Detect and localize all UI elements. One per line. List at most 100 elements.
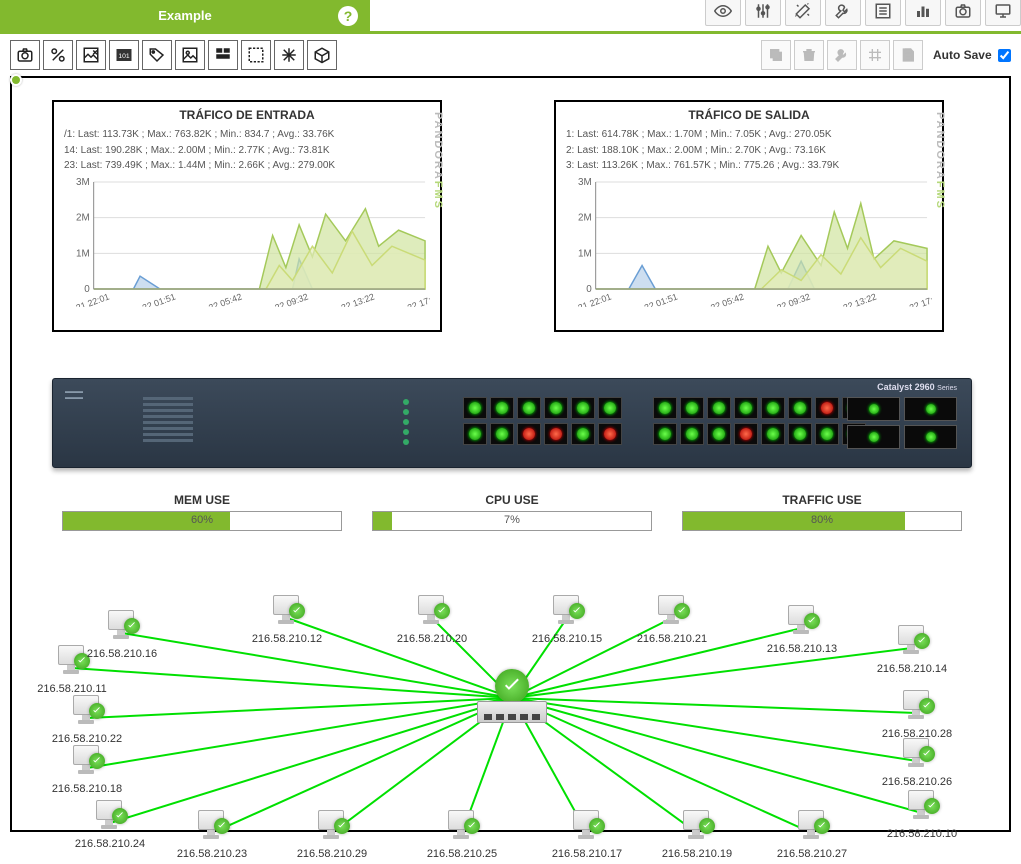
switch-port[interactable] — [490, 423, 514, 445]
topology-node[interactable]: 216.58.210.25 — [412, 810, 512, 860]
led-green-icon — [767, 428, 779, 440]
switch-port[interactable] — [653, 423, 677, 445]
svg-text:0: 0 — [586, 283, 592, 294]
picture-tool[interactable] — [175, 40, 205, 70]
led-red-icon — [523, 428, 535, 440]
visual-console-canvas[interactable]: TRÁFICO DE ENTRADA /1: Last: 113.73K ; M… — [10, 76, 1011, 832]
tag-tool[interactable] — [142, 40, 172, 70]
gauge-traffic-use[interactable]: TRAFFIC USE 80% — [682, 493, 962, 531]
topology-node[interactable]: 216.58.210.15 — [517, 595, 617, 645]
topology-node[interactable]: 216.58.210.27 — [762, 810, 862, 860]
uplink-port[interactable] — [847, 425, 900, 449]
help-icon[interactable]: ? — [338, 6, 358, 26]
switch-port[interactable] — [761, 423, 785, 445]
switch-device[interactable]: Catalyst 2960 Series ▬▬▬▬▬▬ — [52, 378, 972, 468]
percent-tool[interactable] — [43, 40, 73, 70]
select-all-tool[interactable] — [241, 40, 271, 70]
topology-node[interactable]: 216.58.210.24 — [60, 800, 160, 850]
topology-node[interactable]: 216.58.210.16 — [72, 610, 172, 660]
topology-node[interactable]: 216.58.210.10 — [872, 790, 972, 840]
switch-port[interactable] — [788, 397, 812, 419]
uplink-port[interactable] — [904, 425, 957, 449]
camera-button[interactable] — [945, 0, 981, 26]
switch-port[interactable] — [788, 423, 812, 445]
check-icon — [914, 633, 930, 649]
led-red-icon — [740, 428, 752, 440]
switch-port[interactable] — [680, 397, 704, 419]
sliders-button[interactable] — [745, 0, 781, 26]
chart-traffic-in[interactable]: TRÁFICO DE ENTRADA /1: Last: 113.73K ; M… — [52, 100, 442, 332]
gauge-mem-use[interactable]: MEM USE 60% — [62, 493, 342, 531]
led-green-icon — [550, 402, 562, 414]
box-tool[interactable] — [307, 40, 337, 70]
wrench-button[interactable] — [825, 0, 861, 26]
camera-tool[interactable] — [10, 40, 40, 70]
switch-port[interactable] — [761, 397, 785, 419]
topology-node[interactable]: 216.58.210.12 — [237, 595, 337, 645]
switch-port[interactable] — [517, 423, 541, 445]
switch-port[interactable] — [734, 397, 758, 419]
switch-port[interactable] — [544, 397, 568, 419]
topology-node[interactable]: 216.58.210.18 — [37, 745, 137, 795]
switch-port[interactable] — [680, 423, 704, 445]
switch-port[interactable] — [598, 397, 622, 419]
switch-port[interactable] — [571, 423, 595, 445]
switch-port[interactable] — [598, 423, 622, 445]
topology-node[interactable]: 216.58.210.22 — [37, 695, 137, 745]
topology-node[interactable]: 216.58.210.21 — [622, 595, 722, 645]
switch-port[interactable] — [517, 397, 541, 419]
topology-node[interactable]: 216.58.210.26 — [867, 738, 967, 788]
check-icon — [434, 603, 450, 619]
origin-handle[interactable] — [10, 74, 22, 86]
status-leds — [403, 399, 409, 445]
auto-save-checkbox[interactable] — [998, 49, 1011, 62]
topology-node[interactable]: 216.58.210.17 — [537, 810, 637, 860]
wand-button[interactable] — [785, 0, 821, 26]
topology-node[interactable]: 216.58.210.13 — [752, 605, 852, 655]
check-icon — [919, 746, 935, 762]
eye-button[interactable] — [705, 0, 741, 26]
uplink-ports — [847, 397, 957, 449]
topology-hub[interactable] — [464, 673, 560, 723]
topology-node[interactable]: 216.58.210.28 — [867, 690, 967, 740]
watermark: PANDORAFMS — [934, 112, 946, 210]
switch-port[interactable] — [463, 423, 487, 445]
topology-node[interactable]: 216.58.210.23 — [162, 810, 262, 860]
svg-text:22 13:22: 22 13:22 — [340, 291, 376, 307]
gauge-cpu-use[interactable]: CPU USE 7% — [372, 493, 652, 531]
switch-port[interactable] — [571, 397, 595, 419]
101-tool[interactable]: 101 — [109, 40, 139, 70]
switch-port[interactable] — [653, 397, 677, 419]
switch-port[interactable] — [707, 397, 731, 419]
example-tab[interactable]: Example ? — [0, 0, 370, 31]
uplink-port[interactable] — [904, 397, 957, 421]
switch-port[interactable] — [490, 397, 514, 419]
switch-port[interactable] — [734, 423, 758, 445]
topology-node[interactable]: 216.58.210.19 — [647, 810, 747, 860]
grid-button[interactable] — [860, 40, 890, 70]
trash-button[interactable] — [794, 40, 824, 70]
switch-port[interactable] — [815, 397, 839, 419]
screen-button[interactable] — [985, 0, 1021, 26]
switch-port[interactable] — [815, 423, 839, 445]
svg-text:101: 101 — [118, 53, 130, 60]
image-x-tool[interactable] — [76, 40, 106, 70]
list-button[interactable] — [865, 0, 901, 26]
chart-button[interactable] — [905, 0, 941, 26]
topology-node[interactable]: 216.58.210.29 — [282, 810, 382, 860]
copy-button[interactable] — [761, 40, 791, 70]
node-ip: 216.58.210.25 — [412, 848, 512, 860]
save-button[interactable] — [893, 40, 923, 70]
topology-node[interactable]: 216.58.210.20 — [382, 595, 482, 645]
node-ip: 216.58.210.11 — [22, 683, 122, 695]
chart-traffic-out[interactable]: TRÁFICO DE SALIDA 1: Last: 614.78K ; Max… — [554, 100, 944, 332]
layout-tool[interactable] — [208, 40, 238, 70]
switch-port[interactable] — [544, 423, 568, 445]
uplink-port[interactable] — [847, 397, 900, 421]
asterisk-tool[interactable] — [274, 40, 304, 70]
wrench-button[interactable] — [827, 40, 857, 70]
switch-port[interactable] — [707, 423, 731, 445]
led-green-icon — [926, 404, 936, 414]
switch-port[interactable] — [463, 397, 487, 419]
topology-node[interactable]: 216.58.210.14 — [862, 625, 962, 675]
